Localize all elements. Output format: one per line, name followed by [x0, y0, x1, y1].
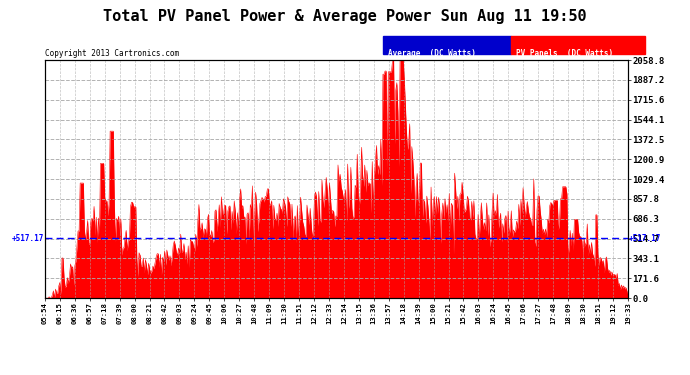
Text: Copyright 2013 Cartronics.com: Copyright 2013 Cartronics.com [45, 49, 179, 58]
Text: Average  (DC Watts): Average (DC Watts) [388, 49, 476, 58]
Text: +517.17: +517.17 [629, 234, 661, 243]
Text: PV Panels  (DC Watts): PV Panels (DC Watts) [516, 49, 613, 58]
Text: +517.17: +517.17 [12, 234, 44, 243]
Text: Total PV Panel Power & Average Power Sun Aug 11 19:50: Total PV Panel Power & Average Power Sun… [104, 9, 586, 24]
